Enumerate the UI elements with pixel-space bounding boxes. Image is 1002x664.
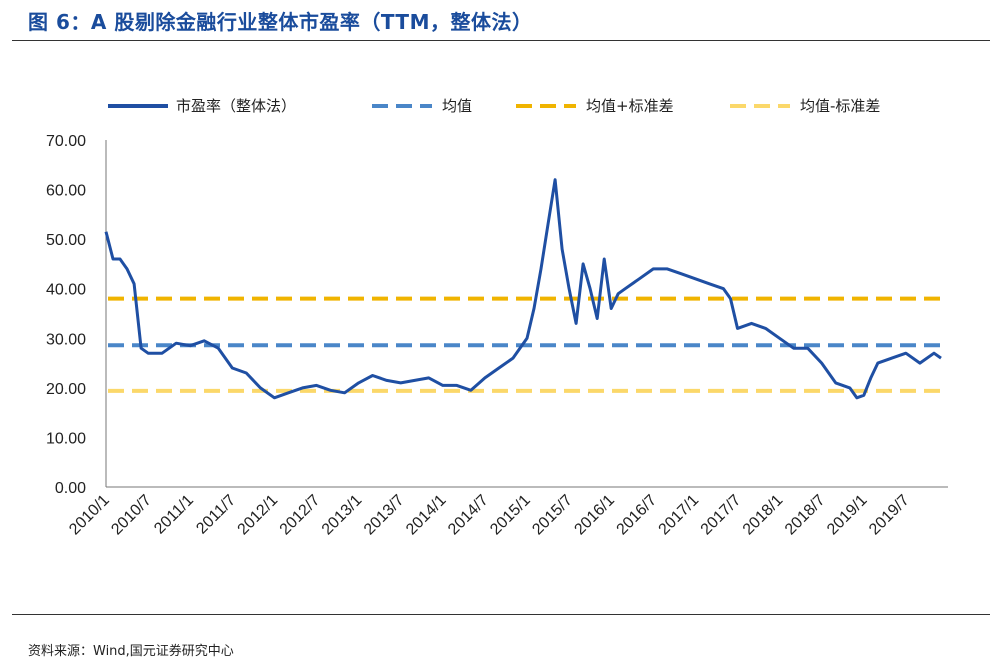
x-tick-label: 2017/1	[656, 492, 703, 539]
x-tick-label: 2016/7	[614, 492, 661, 539]
y-tick-label: 0.00	[55, 480, 86, 497]
x-tick-label: 2019/1	[824, 492, 871, 539]
x-tick-label: 2010/1	[66, 492, 113, 539]
x-tick-label: 2017/7	[698, 492, 745, 539]
y-tick-label: 50.00	[46, 232, 86, 249]
legend-label-mean-minus-std: 均值-标准差	[800, 97, 880, 115]
x-tick-label: 2011/7	[193, 492, 239, 538]
title-divider	[12, 40, 990, 41]
series-layer	[104, 178, 942, 400]
legend-label-mean: 均值	[442, 97, 472, 115]
reference-lines	[108, 296, 948, 393]
y-tick-label: 70.00	[46, 133, 86, 150]
x-tick-label: 2016/1	[571, 492, 618, 539]
chart-title: 图 6：A 股剔除金融行业整体市盈率（TTM，整体法）	[28, 10, 533, 34]
x-tick-label: 2013/1	[319, 492, 366, 539]
y-tick-label: 30.00	[46, 331, 86, 348]
legend-label-pe: 市盈率（整体法）	[176, 97, 296, 115]
y-tick-label: 60.00	[46, 183, 86, 200]
x-tick-label: 2018/1	[740, 492, 787, 539]
x-tick-label: 2010/7	[108, 492, 155, 539]
x-tick-label: 2015/1	[487, 492, 534, 539]
x-tick-labels: 2010/12010/72011/12011/72012/12012/72013…	[66, 492, 913, 539]
legend: 市盈率（整体法） 均值 均值+标准差 均值-标准差	[108, 97, 880, 115]
y-tick-label: 40.00	[46, 282, 86, 299]
footer-divider	[12, 614, 990, 615]
x-tick-label: 2012/1	[235, 492, 282, 539]
y-tick-label: 10.00	[46, 430, 86, 447]
source-note: 资料来源：Wind,国元证券研究中心	[28, 644, 234, 659]
y-tick-label: 20.00	[46, 381, 86, 398]
x-tick-label: 2018/7	[782, 492, 829, 539]
y-tick-labels: 0.00 10.00 20.00 30.00 40.00 50.00 60.00 70.00	[46, 133, 86, 497]
x-tick-label: 2015/7	[529, 492, 576, 539]
x-tick-label: 2019/7	[866, 492, 913, 539]
x-tick-label: 2013/7	[361, 492, 408, 539]
pe-series-line	[104, 178, 942, 400]
x-tick-label: 2012/7	[277, 492, 324, 539]
x-tick-label: 2011/1	[151, 492, 197, 538]
x-tick-label: 2014/1	[403, 492, 450, 539]
legend-label-mean-plus-std: 均值+标准差	[586, 97, 674, 115]
x-tick-label: 2014/7	[445, 492, 492, 539]
